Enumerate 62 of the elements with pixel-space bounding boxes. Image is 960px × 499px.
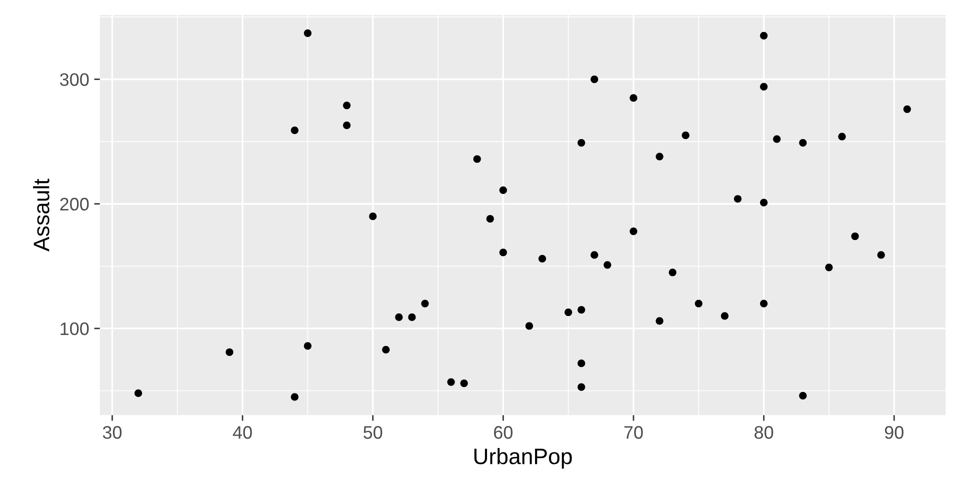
point [825,264,833,272]
y-axis-title: Assault [33,178,50,252]
point [342,122,351,130]
x-tick-label: 50 [364,426,382,439]
point [499,248,507,256]
point [656,317,664,325]
point [226,348,234,356]
point [564,308,572,316]
point [773,135,781,143]
point [578,360,586,368]
y-tick-label: 300 [60,73,89,86]
point [290,393,298,401]
x-axis-title: UrbanPop [474,448,572,469]
x-tick-label: 90 [884,426,904,439]
point [682,132,690,140]
point [369,212,377,220]
point [395,313,403,322]
point [799,392,807,400]
point [578,306,586,314]
x-tick-label: 60 [494,426,513,439]
point [486,215,494,223]
point [760,300,768,308]
point [734,195,742,203]
point [656,152,664,160]
point [578,139,586,147]
point [877,251,885,259]
point [760,82,768,91]
y-tick-label: 100 [60,322,89,336]
x-tick-label: 70 [624,426,643,439]
point [304,29,312,37]
point [525,322,534,330]
point [538,254,546,262]
point [473,155,481,163]
point [760,198,768,206]
point [838,132,846,140]
point [304,342,312,350]
point [590,251,598,259]
point [290,126,298,134]
point [447,378,455,386]
point [134,389,142,398]
point [578,383,586,391]
point [590,75,598,84]
point [408,313,416,322]
point [720,312,729,320]
point [604,261,612,269]
x-tick-label: 30 [102,426,122,439]
x-tick-label: 40 [232,426,252,439]
point [799,139,807,147]
point [760,32,768,40]
point [342,102,351,110]
point [694,300,702,308]
x-tick-label: 80 [754,426,774,439]
point [499,186,507,194]
point [851,232,859,240]
point [630,227,638,236]
point [903,105,911,113]
point [668,268,676,276]
y-tick-label: 200 [60,198,89,211]
point [421,300,429,308]
point [382,346,390,354]
point [460,379,468,388]
point [630,94,638,102]
